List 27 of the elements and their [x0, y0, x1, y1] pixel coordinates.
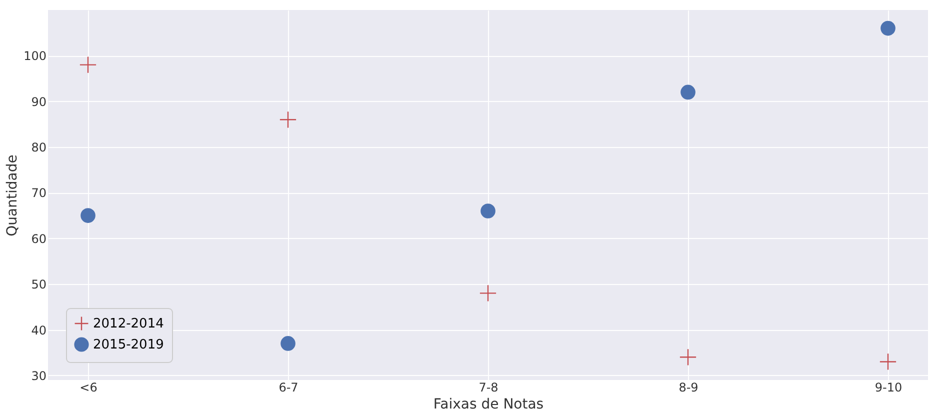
y-tick-label: 40 [31, 323, 46, 338]
y-tick-label: 30 [31, 368, 46, 383]
x-tick-label: <6 [80, 380, 98, 394]
point [880, 20, 896, 36]
point [679, 348, 697, 366]
point [680, 84, 696, 100]
legend-label: 2015-2019 [93, 338, 164, 352]
point [280, 336, 296, 351]
x-tick-label: 8-9 [678, 380, 698, 394]
legend-label: 2012-2014 [93, 316, 164, 332]
point [279, 110, 297, 128]
y-tick-label: 90 [31, 94, 46, 109]
y-axis-title: Quantidade [4, 154, 21, 236]
point [879, 353, 897, 370]
y-tick-label: 100 [24, 49, 46, 64]
point [80, 208, 96, 223]
point [480, 204, 496, 218]
x-tick-label: 7-8 [478, 380, 498, 394]
y-tick-label: 60 [31, 232, 46, 246]
y-tick-label: 70 [31, 186, 46, 200]
x-tick-label: 6-7 [278, 380, 298, 394]
x-axis-title: Faixas de Notas [433, 396, 544, 412]
point [479, 284, 497, 302]
y-tick-label: 80 [31, 140, 46, 155]
point [79, 56, 97, 74]
y-tick-label: 50 [31, 278, 46, 292]
x-tick-label: 9-10 [874, 380, 902, 394]
